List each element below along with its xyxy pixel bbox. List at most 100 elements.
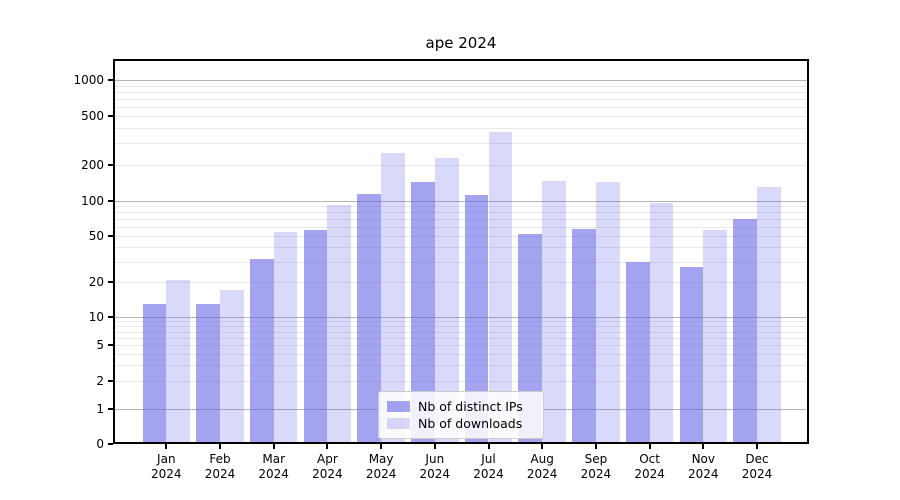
bar-distinct-ips-jan [142,304,167,442]
minor-gridline [115,98,807,100]
x-tick [272,444,275,449]
bar-distinct-ips-jun [411,182,435,442]
x-tick [326,444,329,449]
x-tick [380,444,383,449]
legend-item: Nb of distinct IPs [387,398,535,415]
x-tick-label: Sep 2024 [580,452,612,481]
y-tick [108,163,113,166]
minor-gridline [115,344,807,346]
y-tick [108,200,113,202]
minor-gridline [115,85,807,87]
y-tick-label: 500 [81,109,104,124]
minor-gridline [115,381,807,383]
minor-gridline [115,365,807,367]
bar-downloads-feb [220,290,244,442]
y-tick [108,408,113,410]
minor-gridline [115,226,807,228]
bar-downloads-sep [595,181,620,442]
y-tick [108,115,113,118]
bar-distinct-ips-mar [249,258,274,442]
y-tick [108,343,113,346]
minor-gridline [115,219,807,220]
y-tick-label: 10 [88,310,104,325]
x-tick [702,444,705,449]
minor-gridline [115,106,807,108]
y-tick-label: 100 [81,194,104,208]
minor-gridline [115,164,807,166]
x-tick [594,444,597,449]
bar-downloads-aug [542,181,566,442]
x-tick-label: Jan 2024 [151,452,182,481]
bar-distinct-ips-jul [464,195,489,442]
x-tick-label: Aug 2024 [526,452,558,481]
minor-gridline [115,91,807,93]
x-tick [219,444,221,449]
y-tick [108,79,113,81]
bar-downloads-jul [488,132,513,442]
bar-downloads-jan [166,279,191,442]
minor-gridline [115,143,807,145]
minor-gridline [115,331,807,333]
legend-label: Nb of distinct IPs [418,399,523,414]
legend-label: Nb of downloads [418,416,523,431]
y-tick-label: 0 [96,437,104,451]
major-gridline [115,317,807,319]
bar-distinct-ips-oct [625,261,650,442]
minor-gridline [115,236,807,237]
y-tick-label: 2 [96,374,104,389]
minor-gridline [115,261,807,263]
bar-downloads-may [381,152,405,442]
bar-distinct-ips-aug [518,234,543,442]
x-tick-label: Apr 2024 [312,452,343,481]
x-tick [648,444,651,449]
legend-swatch-distinct-ips [387,401,410,412]
y-tick [108,380,113,383]
bar-downloads-apr [327,205,352,442]
bar-downloads-jun [434,158,459,442]
x-tick-label: Nov 2024 [688,452,719,481]
bar-downloads-nov [703,230,728,442]
x-tick-label: Oct 2024 [634,452,665,481]
x-tick [756,444,758,449]
chart-title: ape 2024 [425,34,497,52]
minor-gridline [115,206,807,208]
bar-downloads-mar [273,232,298,442]
y-tick [108,443,113,445]
x-tick [165,444,168,449]
major-gridline [115,201,807,202]
x-tick-label: May 2024 [365,452,397,481]
bar-distinct-ips-dec [733,219,757,442]
y-tick-label: 1000 [73,73,104,87]
y-tick-label: 50 [88,229,104,243]
y-tick [108,281,113,284]
y-tick-label: 1 [96,402,104,416]
y-tick-label: 20 [88,275,104,290]
bar-distinct-ips-apr [303,230,328,442]
bar-downloads-oct [649,202,674,442]
bar-distinct-ips-may [357,193,382,442]
minor-gridline [115,337,807,339]
minor-gridline [115,212,807,214]
minor-gridline [115,326,807,328]
x-tick-label: Feb 2024 [204,452,236,481]
x-tick-label: Jun 2024 [419,452,451,481]
legend-swatch-downloads [387,418,410,429]
minor-gridline [115,128,807,130]
x-tick-label: Dec 2024 [741,452,773,481]
bar-distinct-ips-nov [679,267,704,442]
x-tick [433,444,436,449]
minor-gridline [115,282,807,284]
legend-item: Nb of downloads [387,415,535,432]
x-tick [487,444,490,449]
bar-distinct-ips-feb [196,304,220,442]
minor-gridline [115,321,807,323]
minor-gridline [115,116,807,118]
x-tick-label: Jul 2024 [473,452,504,481]
bar-distinct-ips-sep [572,228,596,442]
x-tick-label: Mar 2024 [258,452,289,481]
y-tick [108,316,113,319]
bar-downloads-dec [757,187,781,442]
legend: Nb of distinct IPs Nb of downloads [378,391,544,439]
y-tick-label: 200 [81,157,104,172]
